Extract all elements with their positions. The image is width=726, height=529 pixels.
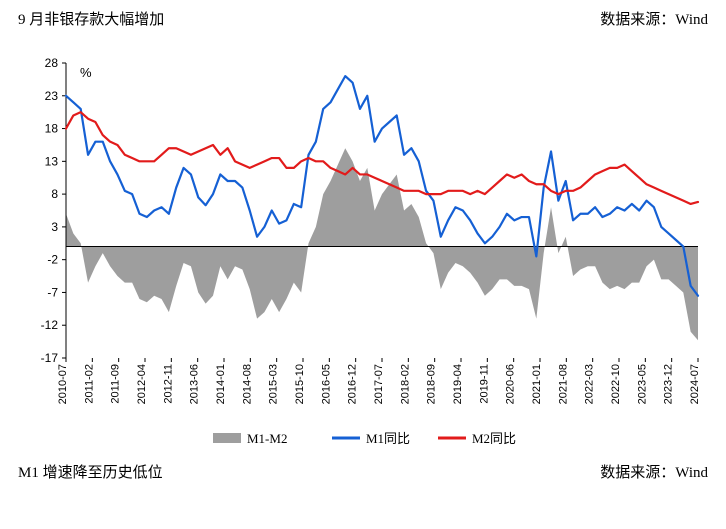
x-tick-label: 2020-06 bbox=[505, 364, 517, 404]
line-m2 bbox=[66, 112, 698, 204]
x-tick-label: 2018-09 bbox=[426, 364, 438, 404]
y-tick-label: -7 bbox=[47, 285, 58, 299]
x-tick-label: 2014-08 bbox=[241, 364, 253, 404]
chart-container: 28 23 18 13 8 3 -2 -7 -12 -17% 2010-07 2011-02 2011-… bbox=[18, 53, 708, 453]
x-tick-label: 2014-01 bbox=[215, 364, 227, 404]
x-tick-label: 2019-11 bbox=[478, 364, 490, 404]
x-tick-label: 2021-08 bbox=[557, 364, 569, 404]
x-tick-label: 2016-05 bbox=[320, 364, 332, 404]
chart-title: 9 月非银存款大幅增加 bbox=[18, 8, 164, 29]
x-tick-label: 2013-06 bbox=[189, 364, 201, 404]
source-label-top: 数据来源：Wind bbox=[600, 8, 708, 29]
y-tick-label: 23 bbox=[45, 89, 59, 103]
y-tick-label: -17 bbox=[41, 351, 59, 365]
source-label-bottom: 数据来源：Wind bbox=[600, 461, 708, 482]
y-tick-label: -12 bbox=[41, 318, 59, 332]
x-tick-label: 2023-12 bbox=[663, 364, 675, 404]
legend-label: M1-M2 bbox=[247, 431, 287, 446]
x-tick-label: 2012-11 bbox=[162, 364, 174, 404]
y-tick-label: 28 bbox=[45, 56, 59, 70]
x-tick-label: 2016-12 bbox=[347, 364, 359, 404]
x-tick-label: 2015-10 bbox=[294, 364, 306, 404]
x-tick-label: 2023-05 bbox=[636, 364, 648, 404]
y-tick-label: 8 bbox=[51, 187, 58, 201]
footer-title: M1 增速降至历史低位 bbox=[18, 461, 163, 482]
x-tick-label: 2010-07 bbox=[57, 364, 69, 404]
x-tick-label: 2024-07 bbox=[689, 364, 701, 404]
y-tick-label: 3 bbox=[51, 220, 58, 234]
y-tick-label: 18 bbox=[45, 122, 59, 136]
y-tick-label: 13 bbox=[45, 154, 59, 168]
x-tick-label: 2012-04 bbox=[136, 364, 148, 404]
legend-swatch bbox=[213, 433, 241, 443]
x-tick-label: 2022-03 bbox=[584, 364, 596, 404]
x-tick-label: 2019-04 bbox=[452, 364, 464, 404]
area-m1-m2 bbox=[66, 148, 698, 340]
x-tick-label: 2011-09 bbox=[110, 364, 122, 404]
x-tick-label: 2015-03 bbox=[268, 364, 280, 404]
legend-label: M1同比 bbox=[366, 431, 410, 446]
x-tick-label: 2022-10 bbox=[610, 364, 622, 404]
x-tick-label: 2018-02 bbox=[399, 364, 411, 404]
x-tick-label: 2017-07 bbox=[373, 364, 385, 404]
x-tick-label: 2021-01 bbox=[531, 364, 543, 404]
x-tick-label: 2011-02 bbox=[83, 364, 95, 404]
chart-svg: 28 23 18 13 8 3 -2 -7 -12 -17% 2010-07 2011-02 2011-… bbox=[18, 53, 708, 453]
unit-label: % bbox=[80, 65, 92, 80]
legend-label: M2同比 bbox=[472, 431, 516, 446]
y-tick-label: -2 bbox=[47, 253, 58, 267]
